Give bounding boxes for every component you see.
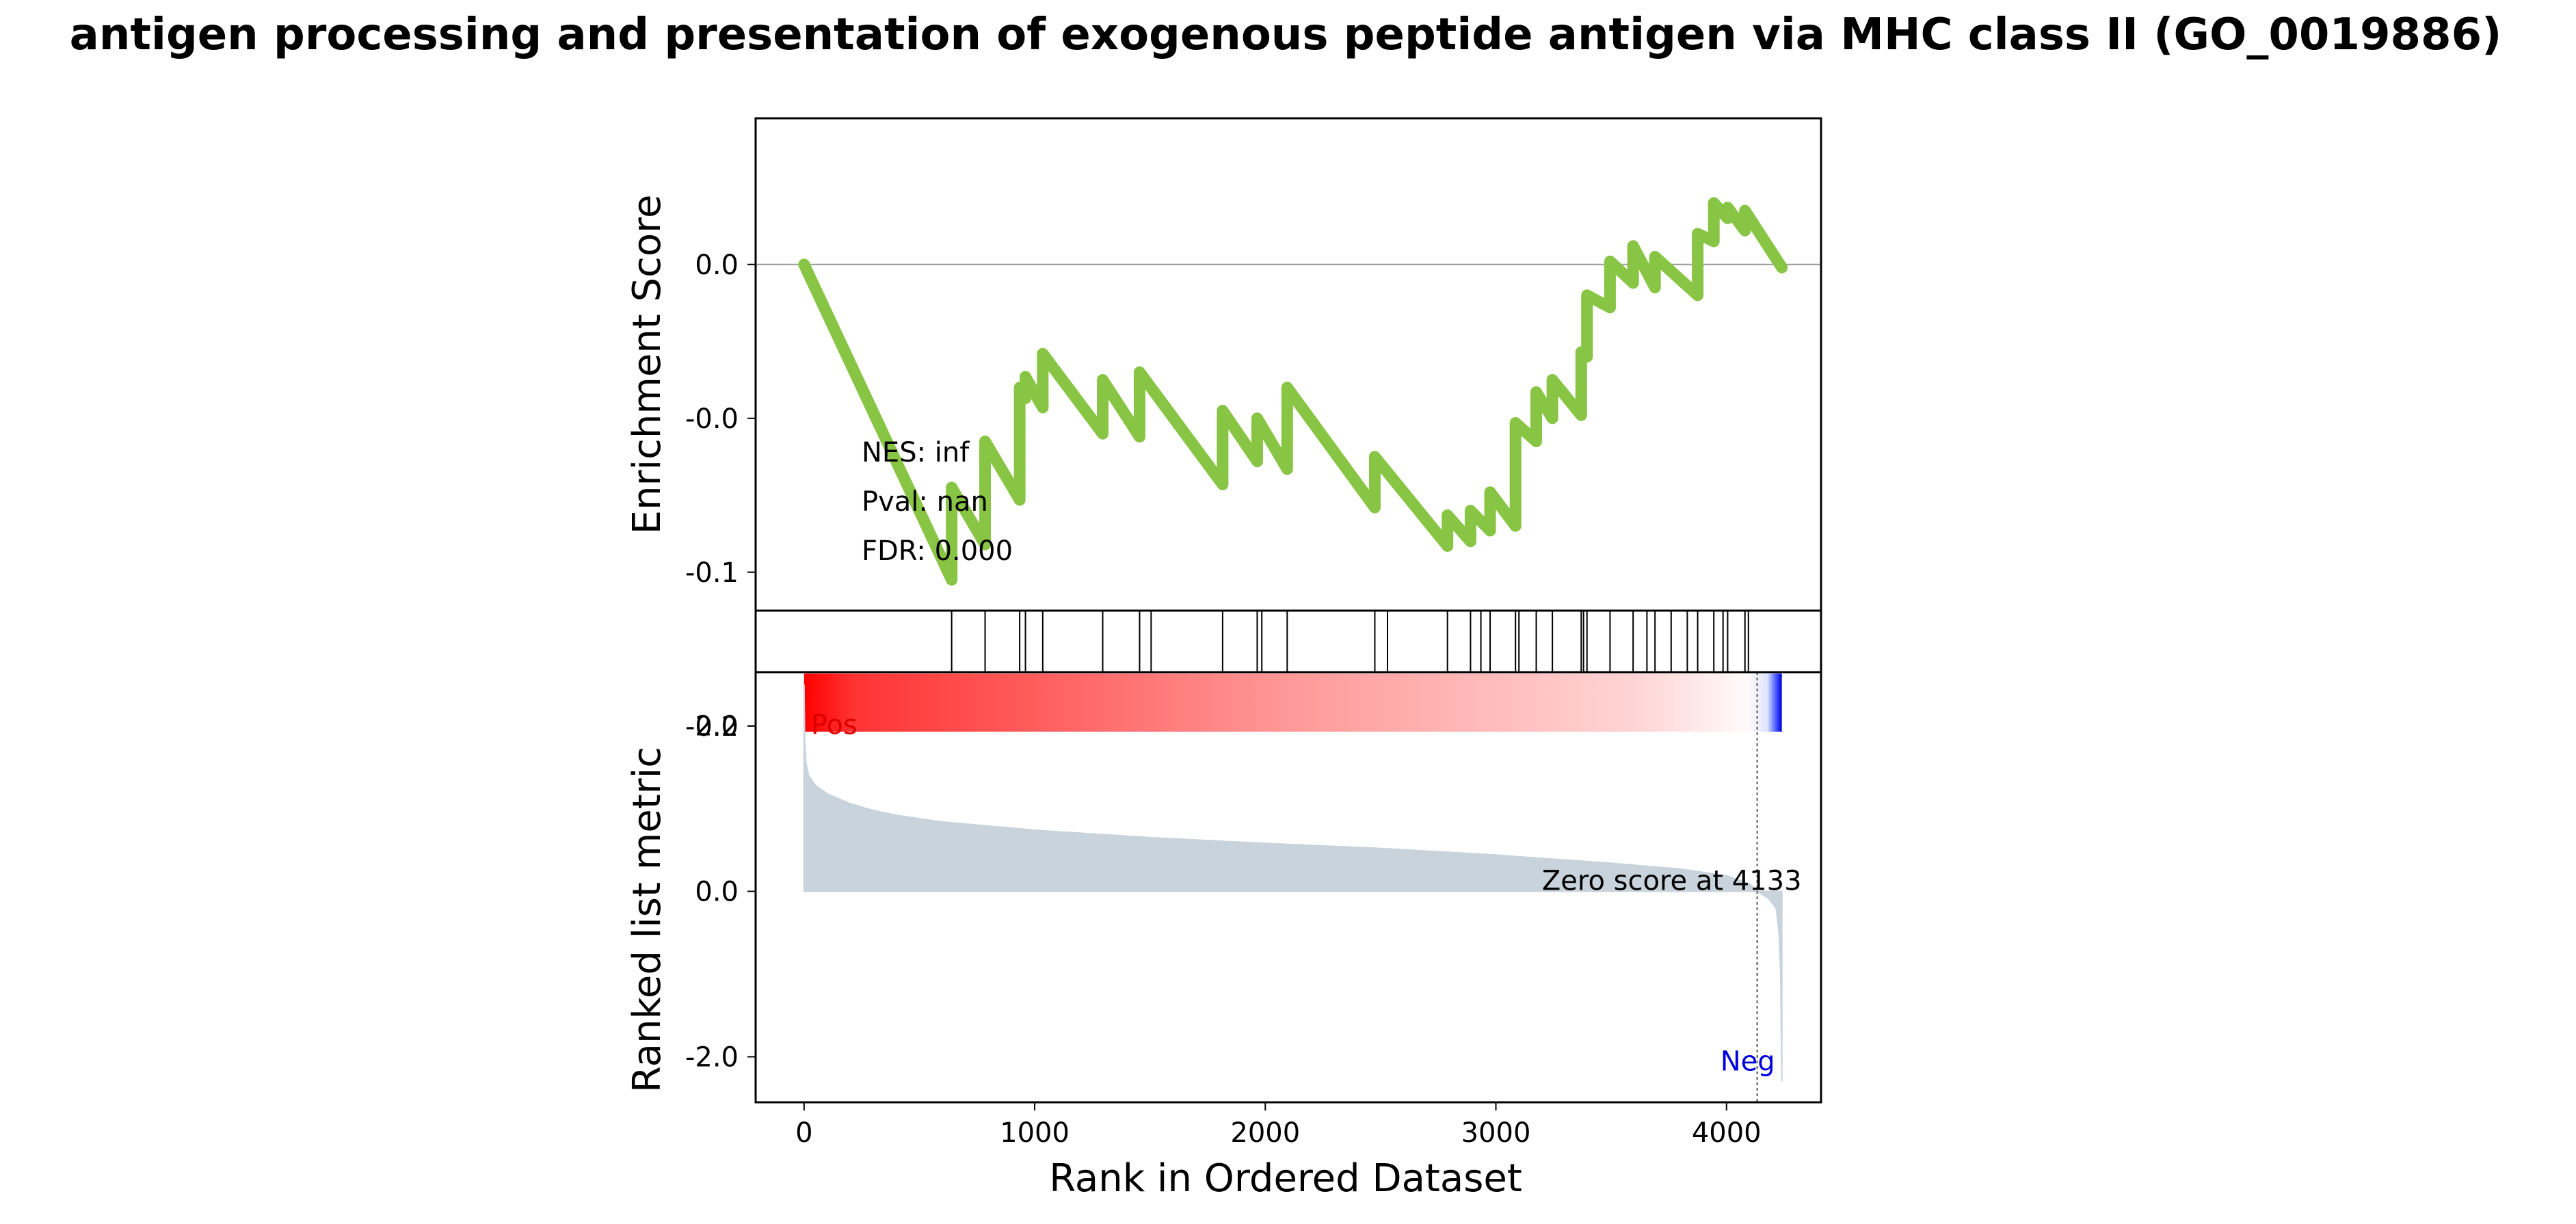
hits-panel bbox=[754, 609, 1822, 674]
ranked-frame bbox=[754, 671, 1822, 1104]
hits-frame bbox=[754, 609, 1822, 674]
ranked-y-axis-label: Ranked list metric bbox=[625, 747, 669, 1093]
heatmap-bar bbox=[804, 674, 1782, 732]
es-y-tick-label: -0.2 bbox=[685, 711, 739, 743]
zero-score-label: Zero score at 4133 bbox=[1542, 866, 1802, 897]
stat-annotation: Pval: nan bbox=[862, 486, 988, 518]
x-tick-label: 3000 bbox=[1461, 1117, 1531, 1149]
x-axis-label: Rank in Ordered Dataset bbox=[1049, 1156, 1522, 1201]
stat-annotation: FDR: 0.000 bbox=[862, 535, 1013, 567]
ranked-metric-area bbox=[803, 684, 1783, 1082]
es-y-tick-label: -0.1 bbox=[685, 557, 739, 589]
x-tick-label: 4000 bbox=[1692, 1117, 1762, 1149]
enrichment-y-axis-label: Enrichment Score bbox=[625, 195, 669, 535]
enrichment-score-panel: 0.0 -0.0 -0.1 -0.2 NES: inf Pval: nan FDR: 0.0… bbox=[685, 117, 1822, 743]
es-y-tick-label: 0.0 bbox=[695, 250, 739, 281]
x-axis: 0 1000 2000 3000 4000 bbox=[795, 1102, 1762, 1149]
neg-label: Neg bbox=[1721, 1046, 1775, 1077]
stat-annotation: NES: inf bbox=[862, 437, 970, 468]
x-tick-label: 0 bbox=[795, 1117, 812, 1149]
ranked-y-tick-label: 2.0 bbox=[695, 711, 739, 743]
x-tick-label: 2000 bbox=[1230, 1117, 1300, 1149]
pos-label: Pos bbox=[811, 710, 858, 741]
enrichment-score-line bbox=[798, 197, 1788, 586]
es-y-tick-label: -0.0 bbox=[685, 403, 739, 435]
ranked-metric-panel: Zero score at 4133 Pos Neg 2.0 0.0 -2.0 bbox=[685, 671, 1822, 1104]
ranked-y-tick-label: -2.0 bbox=[685, 1041, 739, 1073]
ranked-y-tick-label: 0.0 bbox=[695, 877, 739, 908]
x-tick-label: 1000 bbox=[1000, 1117, 1070, 1149]
chart-title: antigen processing and presentation of e… bbox=[70, 10, 2502, 60]
